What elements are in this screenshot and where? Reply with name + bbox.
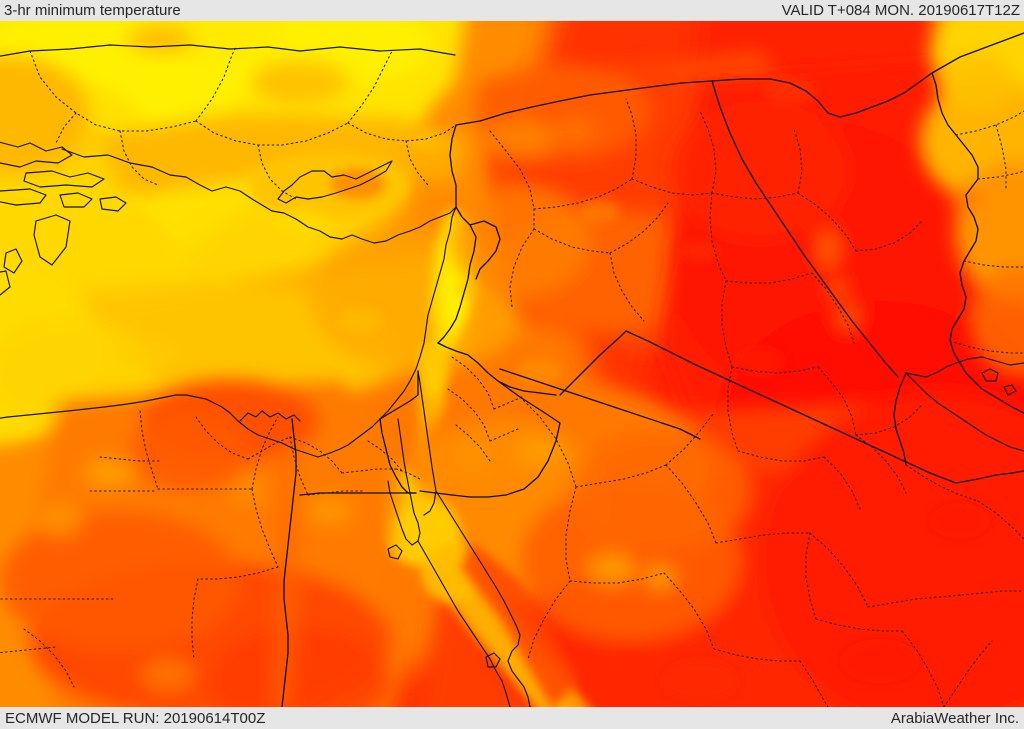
header-bar: 3-hr minimum temperature VALID T+084 MON… — [0, 0, 1024, 21]
temperature-map — [0, 21, 1024, 707]
page-title: 3-hr minimum temperature — [4, 2, 181, 19]
field-egypt — [0, 379, 400, 707]
field-zagros — [920, 21, 1024, 376]
footer-bar: ECMWF MODEL RUN: 20190614T00Z ArabiaWeat… — [0, 707, 1024, 729]
valid-time-label: VALID T+084 MON. 20190617T12Z — [781, 2, 1020, 19]
national-borders — [281, 32, 1024, 707]
model-run-label: ECMWF MODEL RUN: 20190614T00Z — [5, 710, 266, 727]
field-arabia — [390, 381, 1024, 707]
subnational-borders — [0, 46, 1024, 707]
temperature-field — [0, 21, 1024, 707]
field-cyprus — [250, 152, 410, 220]
map-raster — [0, 21, 1024, 707]
provider-credit: ArabiaWeather Inc. — [890, 710, 1019, 727]
coastlines — [0, 44, 1024, 707]
field-mesoscale-cells — [120, 77, 990, 701]
